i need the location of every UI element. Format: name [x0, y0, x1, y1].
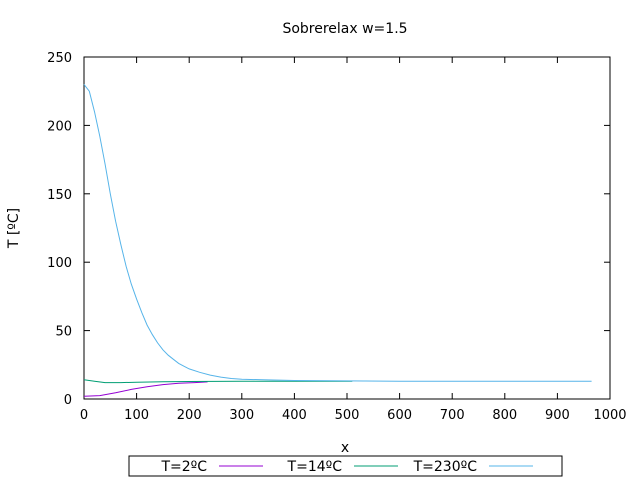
series-line — [83, 381, 208, 397]
chart-title: Sobrerelax w=1.5 — [282, 21, 407, 37]
x-axis: 0 100 200 300 400 500 600 700 800 900 1000 — [80, 57, 627, 423]
series-line — [83, 379, 353, 384]
plot-area — [83, 56, 611, 400]
y-tick-label: 250 — [47, 51, 72, 66]
series-line — [83, 84, 592, 382]
x-axis-title: x — [341, 440, 349, 456]
y-tick-label: 0 — [64, 393, 72, 408]
series-layer — [83, 84, 592, 397]
x-tick-label: 200 — [177, 408, 202, 423]
x-tick-label: 400 — [282, 408, 307, 423]
legend-label: T=230ºC — [413, 459, 478, 475]
x-tick-label: 600 — [387, 408, 412, 423]
x-tick-label: 700 — [440, 408, 465, 423]
legend-label: T=14ºC — [287, 459, 343, 475]
y-axis-title: T [ºC] — [6, 208, 22, 249]
legend-box — [128, 455, 563, 477]
x-tick-label: 800 — [492, 408, 517, 423]
y-axis: 0 50 100 150 200 250 — [47, 51, 610, 408]
x-tick-label: 500 — [335, 408, 360, 423]
legend-label: T=2ºC — [160, 459, 207, 475]
x-tick-label: 0 — [80, 408, 88, 423]
x-tick-label: 100 — [124, 408, 149, 423]
x-tick-label: 1000 — [593, 408, 626, 423]
y-tick-label: 50 — [55, 325, 72, 340]
y-tick-label: 200 — [47, 119, 72, 134]
y-tick-label: 150 — [47, 188, 72, 203]
legend: T=2ºC T=14ºC T=230ºC — [128, 455, 563, 477]
x-tick-label: 300 — [229, 408, 254, 423]
x-tick-label: 900 — [545, 408, 570, 423]
y-tick-label: 100 — [47, 256, 72, 271]
